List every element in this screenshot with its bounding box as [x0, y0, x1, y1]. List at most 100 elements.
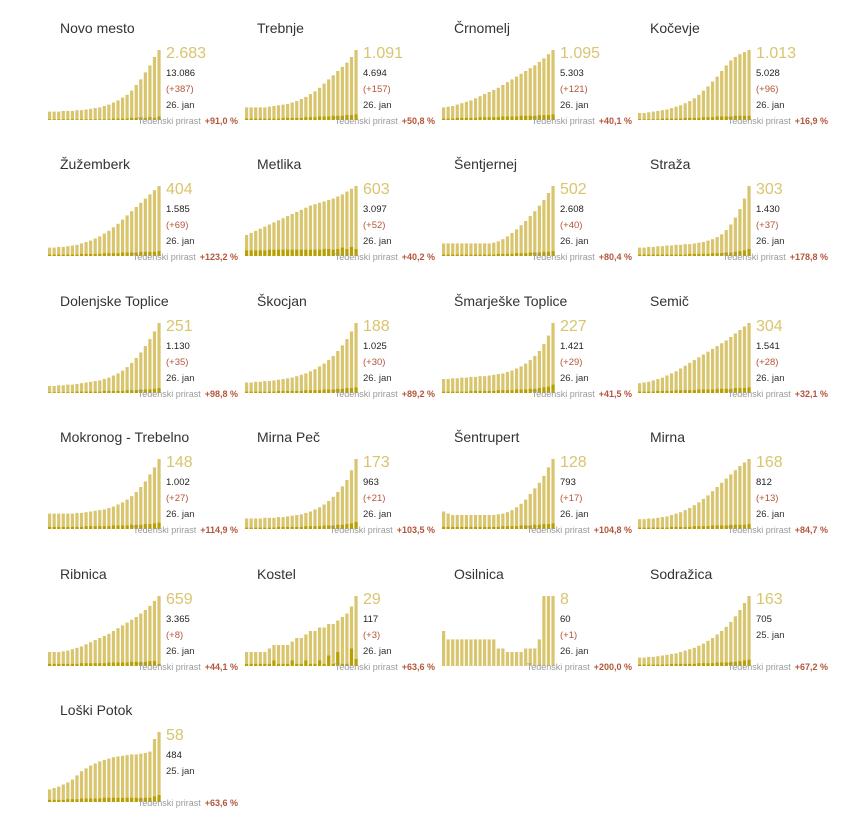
new-cases-bar: [451, 254, 455, 256]
active-bar: [272, 106, 276, 120]
new-cases-bar: [308, 526, 313, 529]
new-cases-bar: [651, 391, 655, 393]
active-cases-value: 659: [166, 591, 193, 608]
new-cases-bar: [487, 254, 491, 256]
new-cases-bar: [48, 526, 52, 529]
active-bar: [295, 515, 299, 529]
new-cases-bar: [79, 663, 84, 666]
new-cases-bar: [52, 526, 56, 529]
new-cases-bar: [729, 116, 733, 120]
active-bar: [720, 71, 724, 120]
active-bar: [102, 760, 106, 802]
active-bar: [317, 507, 322, 529]
active-bar: [254, 652, 258, 666]
active-bar: [354, 596, 358, 666]
new-cases-bar: [354, 387, 358, 393]
new-cases-bar: [313, 249, 317, 256]
new-cases-bar: [102, 253, 106, 256]
new-cases-bar: [528, 525, 532, 529]
new-cases-bar: [349, 388, 354, 393]
new-cases-bar: [152, 117, 157, 120]
new-cases-bar: [75, 799, 79, 802]
active-bar: [93, 108, 97, 120]
new-cases-bar: [537, 115, 541, 120]
new-cases-bar: [354, 114, 358, 120]
active-bar: [327, 200, 331, 256]
new-cases-bar: [57, 663, 61, 666]
municipality-card: Trebnje 1.091 4.694 (+157) 26. jan Tedenski p…: [245, 12, 435, 132]
active-bar: [669, 108, 674, 120]
daily-change-value: (+121): [560, 84, 588, 95]
new-cases-bar: [473, 526, 478, 529]
active-bar: [111, 757, 116, 802]
active-bar: [669, 373, 674, 393]
active-bar: [505, 82, 510, 120]
active-bar: [286, 378, 290, 393]
new-cases-bar: [665, 527, 669, 529]
new-cases-bar: [349, 115, 354, 120]
active-bar: [642, 113, 646, 120]
weekly-growth: Tedenski prirast +41,5 %: [532, 389, 632, 399]
new-cases-bar: [642, 664, 646, 666]
active-bar: [130, 496, 134, 529]
active-bar: [483, 515, 487, 529]
municipality-name: Mirna: [650, 429, 686, 445]
new-cases-bar: [738, 388, 742, 393]
active-bar: [724, 230, 728, 256]
bar-chart: [245, 323, 358, 393]
active-bar: [258, 381, 262, 393]
new-cases-bar: [267, 527, 271, 529]
active-bar: [542, 58, 546, 120]
active-bar: [345, 62, 349, 120]
active-bar: [299, 514, 303, 529]
active-bar: [258, 652, 262, 666]
new-cases-bar: [281, 663, 285, 666]
active-bar: [692, 505, 696, 529]
new-cases-bar: [327, 389, 331, 393]
municipality-name: Metlika: [257, 156, 302, 172]
new-cases-bar: [519, 525, 523, 529]
weekly-growth-label: Tedenski prirast: [334, 116, 398, 126]
weekly-growth: Tedenski prirast +63,6 %: [335, 662, 435, 672]
active-bar: [313, 369, 317, 393]
active-bar: [688, 649, 692, 666]
active-bar: [79, 646, 84, 666]
new-cases-bar: [464, 391, 468, 393]
new-cases-bar: [537, 252, 541, 256]
new-cases-bar: [473, 390, 478, 393]
new-cases-bar: [720, 525, 724, 529]
active-bar: [245, 382, 249, 393]
weekly-growth-label: Tedenski prirast: [531, 252, 595, 262]
new-cases-bar: [738, 661, 742, 666]
active-bar: [245, 235, 249, 256]
new-cases-bar: [688, 253, 692, 256]
new-cases-bar: [157, 251, 161, 256]
active-bar: [528, 216, 532, 256]
active-bar: [451, 378, 455, 393]
date-label: 26. jan: [560, 509, 589, 520]
new-cases-bar: [651, 254, 655, 256]
weekly-growth-label: Tedenski prirast: [334, 252, 398, 262]
date-label: 26. jan: [166, 100, 195, 111]
weekly-growth-label: Tedenski prirast: [137, 389, 201, 399]
active-bar: [313, 91, 317, 120]
new-cases-bar: [692, 117, 696, 120]
bar-chart: [245, 459, 358, 529]
active-bar: [656, 517, 660, 529]
new-cases-bar: [134, 117, 138, 120]
active-bar: [473, 515, 478, 529]
active-bar: [492, 639, 496, 666]
active-bar: [747, 186, 751, 256]
active-bar: [245, 518, 249, 529]
bar-chart: [638, 50, 751, 120]
active-bar: [501, 373, 505, 393]
active-bar: [733, 217, 737, 256]
active-bar: [551, 50, 555, 120]
date-label: 25. jan: [166, 766, 195, 777]
active-bar: [120, 97, 125, 120]
new-cases-bar: [679, 254, 683, 256]
active-bar: [446, 379, 450, 393]
active-bar: [460, 515, 464, 529]
municipality-name: Sodražica: [650, 566, 713, 582]
active-bar: [84, 242, 88, 256]
